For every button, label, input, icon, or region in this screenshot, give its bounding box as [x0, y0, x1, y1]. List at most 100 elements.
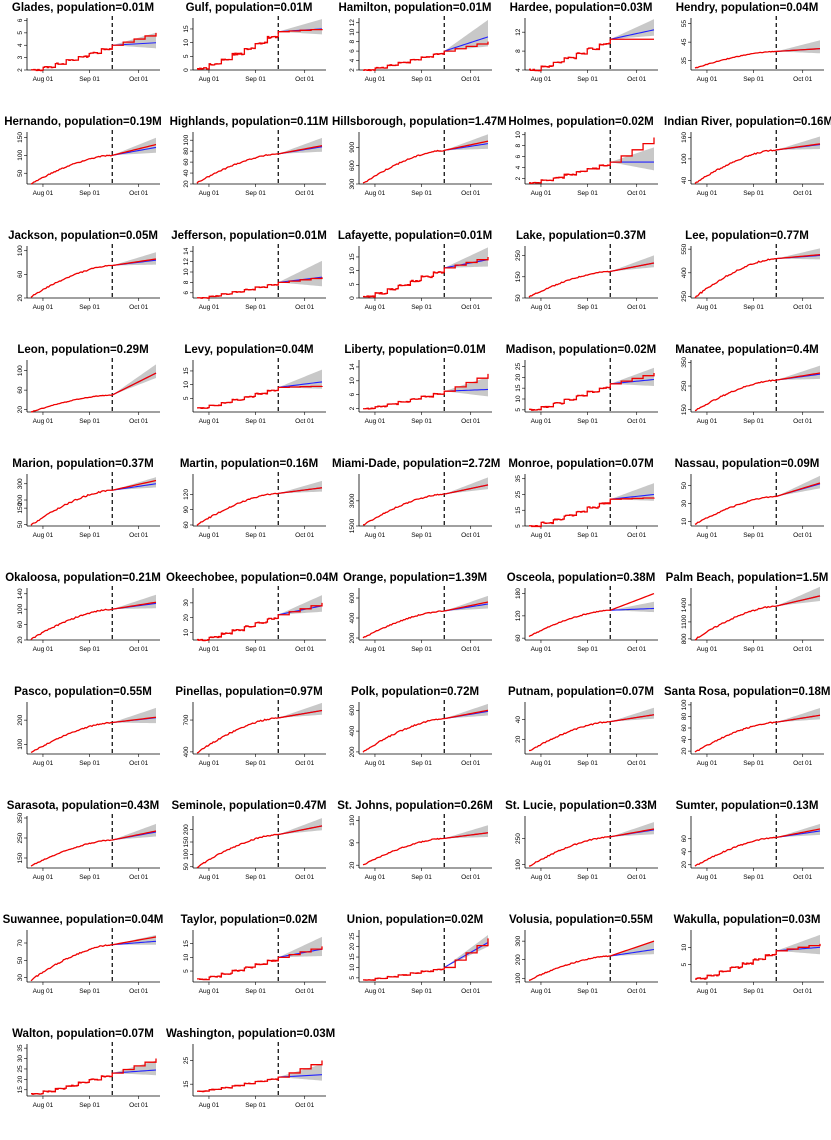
x-tick-label: Oct 01 [627, 874, 647, 881]
x-tick-label: Sep 01 [411, 76, 432, 83]
panel-title: Sumter, population=0.13M [675, 800, 819, 812]
chart-panel: Taylor, population=0.02M 5 10 15 Aug 01 Sep 0… [166, 912, 332, 1026]
x-tick-label: Aug 01 [365, 874, 386, 881]
x-tick-label: Aug 01 [33, 646, 54, 653]
x-tick-label: Oct 01 [627, 646, 647, 653]
chart-panel: Sumter, population=0.13M 20 40 60 Aug 01 Sep … [664, 798, 830, 912]
panel-plot: 60 120 180 Aug 01 Sep 01 Oct 01 [515, 586, 658, 653]
observed-series-line [31, 1058, 157, 1095]
panel-plot: 20 40 60 Aug 01 Sep 01 Oct 01 [681, 814, 824, 881]
x-tick-label: Sep 01 [411, 760, 432, 767]
x-tick-label: Aug 01 [365, 418, 386, 425]
chart-panel: Lee, population=0.77M 250 400 550 Aug 01 Sep … [664, 228, 830, 342]
chart-panel: Levy, population=0.04M 5 10 15 Aug 01 Sep 01 O… [166, 342, 332, 456]
y-tick-label: 5 [183, 54, 190, 58]
y-tick-label: 900 [349, 141, 356, 152]
panel-title: Hardee, population=0.03M [509, 2, 653, 14]
y-tick-label: 50 [681, 482, 688, 490]
x-tick-label: Sep 01 [743, 646, 764, 653]
y-tick-label: 30 [17, 1055, 24, 1063]
x-tick-label: Sep 01 [411, 988, 432, 995]
y-tick-label: 8 [349, 39, 356, 43]
x-tick-label: Aug 01 [365, 532, 386, 539]
y-tick-label: 30 [681, 500, 688, 508]
y-tick-label: 100 [681, 699, 688, 710]
y-tick-label: 100 [17, 245, 24, 256]
y-tick-label: 10 [681, 943, 688, 951]
y-tick-label: 400 [349, 725, 356, 736]
x-tick-label: Sep 01 [743, 874, 764, 881]
panel-title: Hendry, population=0.04M [675, 2, 819, 14]
prediction-interval-band [278, 369, 322, 389]
x-tick-label: Oct 01 [129, 532, 149, 539]
x-tick-label: Oct 01 [793, 304, 813, 311]
x-tick-label: Aug 01 [33, 418, 54, 425]
observed-series-line [529, 497, 655, 528]
x-tick-label: Oct 01 [129, 760, 149, 767]
x-tick-label: Aug 01 [33, 532, 54, 539]
panel-title: St. Johns, population=0.26M [337, 800, 493, 812]
chart-panel: Lafayette, population=0.01M 0 5 10 15 Aug 01 S… [332, 228, 498, 342]
prediction-interval-band [610, 483, 654, 501]
y-tick-label: 50 [17, 956, 24, 964]
y-tick-label: 25 [515, 490, 522, 498]
y-tick-label: 400 [681, 267, 688, 278]
x-tick-label: Oct 01 [627, 304, 647, 311]
x-tick-label: Sep 01 [79, 532, 100, 539]
y-tick-label: 100 [349, 815, 356, 826]
x-tick-label: Sep 01 [577, 418, 598, 425]
predicted-series-line [610, 493, 655, 500]
panel-plot: 100 200 300 Aug 01 Sep 01 Oct 01 [515, 928, 658, 995]
panel-title: Indian River, population=0.16M [664, 116, 831, 128]
y-tick-label: 5 [349, 976, 356, 980]
observed-series-line [197, 602, 323, 642]
panel-plot: 300 600 900 Aug 01 Sep 01 Oct 01 [349, 130, 492, 197]
panel-plot: 100 250 Aug 01 Sep 01 Oct 01 [515, 814, 658, 881]
x-tick-label: Oct 01 [793, 532, 813, 539]
y-tick-label: 60 [17, 386, 24, 394]
y-tick-label: 40 [183, 169, 190, 177]
panel-plot: 15 25 Aug 01 Sep 01 Oct 01 [183, 1042, 326, 1109]
observed-series-line [694, 254, 821, 299]
y-tick-label: 2 [349, 406, 356, 410]
chart-panel: Palm Beach, population=1.5M 800 1100 1400 Au… [664, 570, 830, 684]
y-tick-label: 40 [681, 848, 688, 856]
y-tick-label: 6 [17, 18, 24, 22]
y-tick-label: 12 [183, 258, 190, 266]
y-tick-label: 35 [681, 57, 688, 65]
observed-series-line [362, 709, 489, 753]
y-tick-label: 20 [17, 1075, 24, 1083]
observed-series-line [528, 262, 655, 298]
observed-series-line [529, 373, 655, 411]
observed-series-line [196, 145, 323, 184]
y-tick-label: 12 [349, 19, 356, 27]
y-tick-label: 150 [681, 404, 688, 415]
x-tick-label: Aug 01 [531, 76, 552, 83]
prediction-interval-band [278, 818, 322, 835]
x-tick-label: Oct 01 [793, 418, 813, 425]
x-tick-label: Oct 01 [295, 304, 315, 311]
observed-series-line [30, 258, 157, 298]
observed-series-line [694, 828, 821, 867]
prediction-interval-band [112, 707, 156, 724]
panel-plot: 0 5 10 15 Aug 01 Sep 01 Oct 01 [183, 16, 326, 83]
observed-series-line [197, 385, 323, 410]
y-tick-label: 200 [349, 632, 356, 643]
y-tick-label: 400 [349, 612, 356, 623]
x-tick-label: Aug 01 [697, 76, 718, 83]
y-tick-label: 5 [681, 962, 688, 966]
x-tick-label: Sep 01 [743, 532, 764, 539]
y-tick-label: 15 [183, 25, 190, 33]
x-tick-label: Aug 01 [365, 646, 386, 653]
y-tick-label: 1400 [681, 597, 688, 612]
x-tick-label: Oct 01 [627, 532, 647, 539]
panel-title: Polk, population=0.72M [350, 686, 480, 698]
y-tick-label: 350 [17, 812, 24, 823]
x-tick-label: Oct 01 [129, 190, 149, 197]
x-tick-label: Aug 01 [33, 304, 54, 311]
panel-title: Osceola, population=0.38M [506, 572, 656, 584]
chart-panel: Indian River, population=0.16M 40 100 160 Au… [664, 114, 831, 228]
chart-panel: St. Lucie, population=0.33M 100 250 Aug 01 S… [498, 798, 664, 912]
x-tick-label: Aug 01 [697, 646, 718, 653]
